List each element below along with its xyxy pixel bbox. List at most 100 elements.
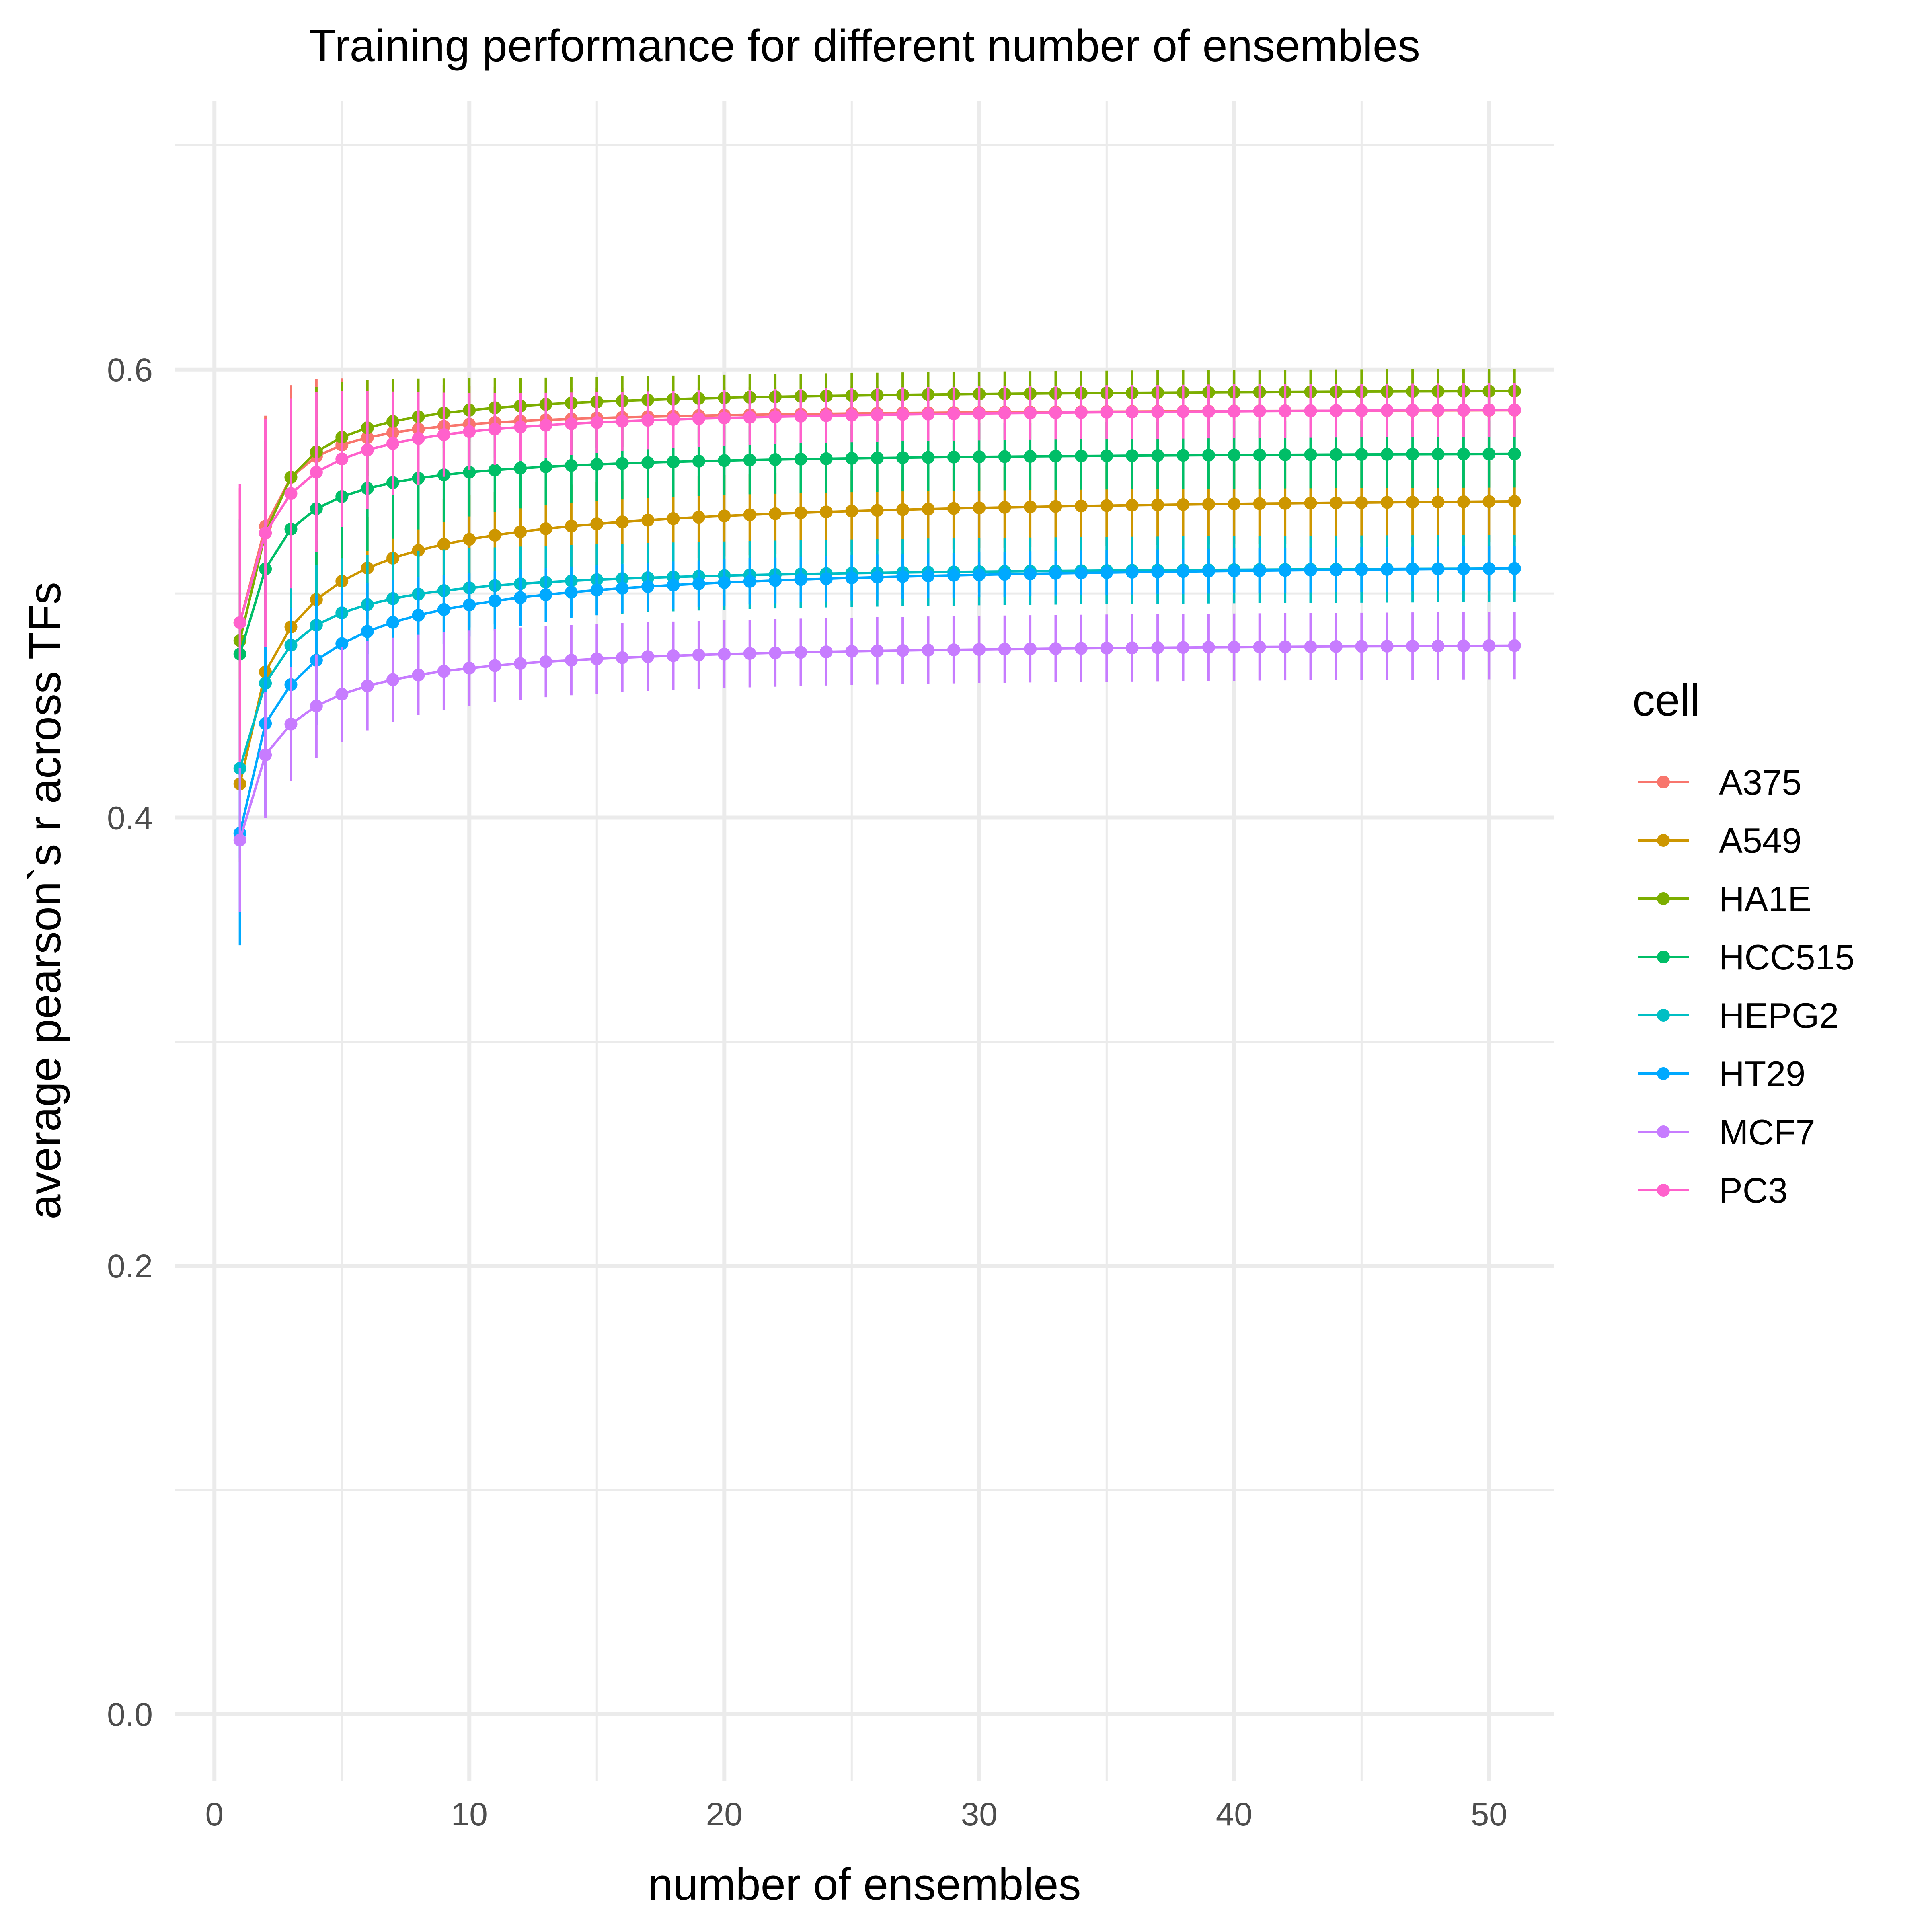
data-point [998,450,1011,463]
legend-item-HEPG2: HEPG2 [1638,996,1839,1035]
data-point [284,487,298,500]
data-point [259,526,272,540]
data-point [1228,564,1241,577]
data-point [871,644,884,657]
data-point [284,717,298,731]
data-point [769,453,782,466]
data-point [973,450,986,464]
data-point [1176,405,1190,418]
data-point [412,668,425,682]
data-point [947,643,960,656]
legend-key-point [1657,951,1670,963]
data-point [1329,496,1343,509]
legend-label: MCF7 [1719,1112,1815,1152]
data-point [1228,448,1241,462]
data-point [743,647,756,660]
data-point [1202,641,1215,654]
y-tick-label: 0.6 [107,352,153,388]
data-point [1355,496,1368,509]
data-point [488,529,501,542]
data-point [539,460,552,473]
data-point [718,454,731,467]
data-point [1100,406,1113,419]
data-point [412,544,425,557]
data-point [973,568,986,581]
data-point [1228,404,1241,418]
data-point [437,665,450,678]
data-point [641,580,655,593]
data-point [590,517,604,530]
data-point [1431,639,1445,653]
data-point [616,582,629,595]
data-point [1253,497,1266,510]
data-point [667,579,680,592]
data-point [692,577,705,590]
data-point [1074,499,1088,513]
data-point [1457,495,1470,508]
data-point [1253,404,1266,418]
data-point [437,428,450,441]
x-tick-label: 10 [451,1796,488,1833]
data-point [361,679,374,692]
data-point [871,451,884,464]
data-point [1074,450,1088,463]
data-point [565,459,578,472]
data-point [947,407,960,421]
data-point [1304,448,1317,461]
data-point [1279,448,1292,462]
data-point [794,409,807,423]
data-point [1279,497,1292,510]
data-point [514,657,527,670]
data-point [819,452,833,465]
data-point [1457,639,1470,653]
data-point [819,409,833,422]
legend-title: cell [1632,675,1700,725]
data-point [1176,565,1190,578]
legend-label: HT29 [1719,1054,1805,1094]
data-point [1457,403,1470,417]
data-point [947,502,960,515]
data-point [1457,562,1470,575]
data-point [539,522,552,535]
data-point [1151,449,1164,462]
data-point [1482,448,1496,461]
data-point [616,457,629,470]
data-point [1482,562,1496,575]
legend-key-point [1657,1125,1670,1138]
data-point [1176,498,1190,511]
data-point [922,407,935,421]
data-point [1151,641,1164,654]
data-point [1024,406,1037,419]
data-point [514,591,527,604]
data-point [1074,406,1088,419]
data-point [1049,450,1062,463]
data-point [998,568,1011,581]
data-point [1380,404,1394,417]
data-point [361,443,374,457]
data-point [1176,449,1190,462]
data-point [1380,563,1394,576]
data-point [1304,497,1317,510]
data-point [922,451,935,464]
data-point [1151,565,1164,579]
data-point [641,513,655,527]
data-point [590,416,604,429]
data-point [973,643,986,656]
data-point [998,501,1011,514]
data-point [896,451,910,464]
data-point [1202,498,1215,511]
data-point [335,688,349,701]
data-point [1151,498,1164,511]
data-point [718,576,731,589]
legend-key-point [1657,776,1670,788]
data-point [1253,640,1266,653]
data-point [1355,640,1368,653]
data-point [641,414,655,427]
data-point [1049,500,1062,513]
data-point [1431,563,1445,576]
data-point [514,421,527,434]
data-point [718,647,731,661]
series-PC3 [233,383,1521,762]
